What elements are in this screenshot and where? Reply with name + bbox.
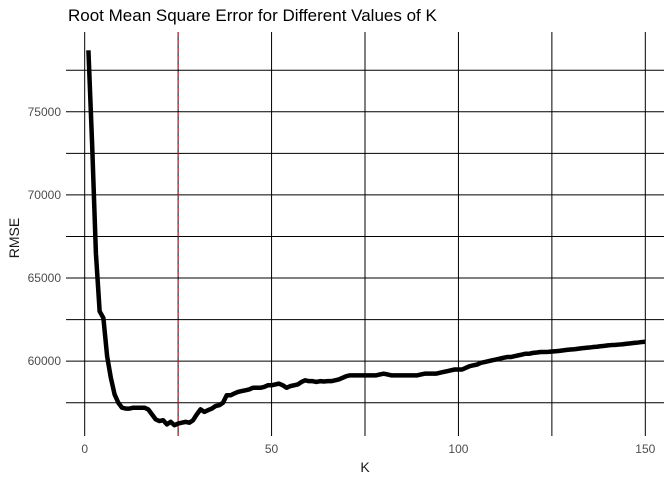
x-axis-label: K — [360, 459, 370, 475]
x-tick-label: 50 — [265, 442, 279, 456]
series-layer — [86, 50, 646, 428]
y-tick-label: 60000 — [28, 354, 62, 368]
x-tick-label: 100 — [448, 442, 468, 456]
y-tick-label: 75000 — [28, 105, 62, 119]
chart-title: Root Mean Square Error for Different Val… — [68, 6, 437, 25]
rmse-series-line — [86, 50, 646, 428]
x-tick-label: 0 — [81, 442, 88, 456]
y-tick-label: 65000 — [28, 271, 62, 285]
y-tick-label: 70000 — [28, 188, 62, 202]
y-axis-label: RMSE — [6, 218, 22, 258]
grid — [66, 32, 664, 436]
x-tick-label: 150 — [635, 442, 655, 456]
tick-labels: 0 50 100 150 60000 65000 70000 75000 — [28, 105, 656, 456]
